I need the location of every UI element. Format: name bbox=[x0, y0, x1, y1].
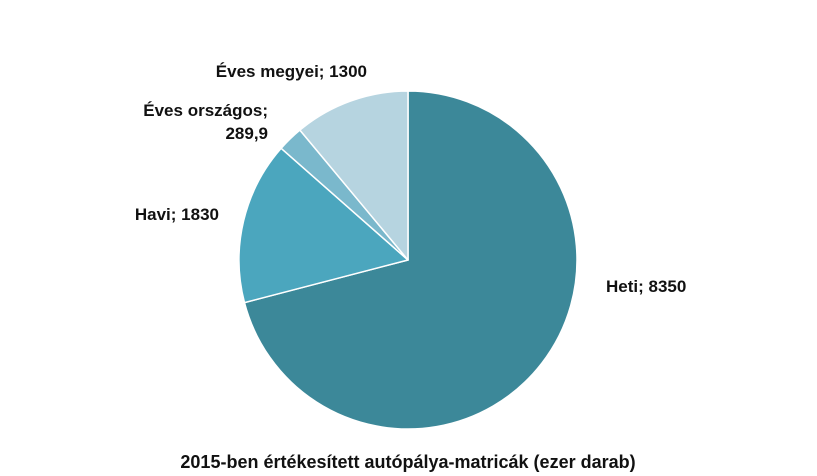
pie-slice-0 bbox=[243, 90, 578, 430]
pie-slice-1 bbox=[238, 147, 409, 304]
slice-label-line: Havi; 1830 bbox=[135, 205, 219, 224]
slice-label-3: Éves megyei; 1300 bbox=[216, 62, 367, 81]
chart-title: 2015-ben értékesített autópálya-matricák… bbox=[180, 452, 635, 472]
slice-label-line: Heti; 8350 bbox=[606, 277, 686, 296]
slice-label-1: Havi; 1830 bbox=[135, 205, 219, 224]
slice-label-0: Heti; 8350 bbox=[606, 277, 686, 296]
slice-label-line: Éves megyei; 1300 bbox=[216, 62, 367, 81]
slice-label-line: Éves országos; bbox=[143, 101, 268, 120]
slice-label-line: 289,9 bbox=[225, 124, 268, 143]
pie-slice-3 bbox=[299, 90, 409, 261]
slice-label-2: Éves országos; 289,9 bbox=[143, 101, 268, 143]
pie-slices bbox=[238, 90, 578, 430]
